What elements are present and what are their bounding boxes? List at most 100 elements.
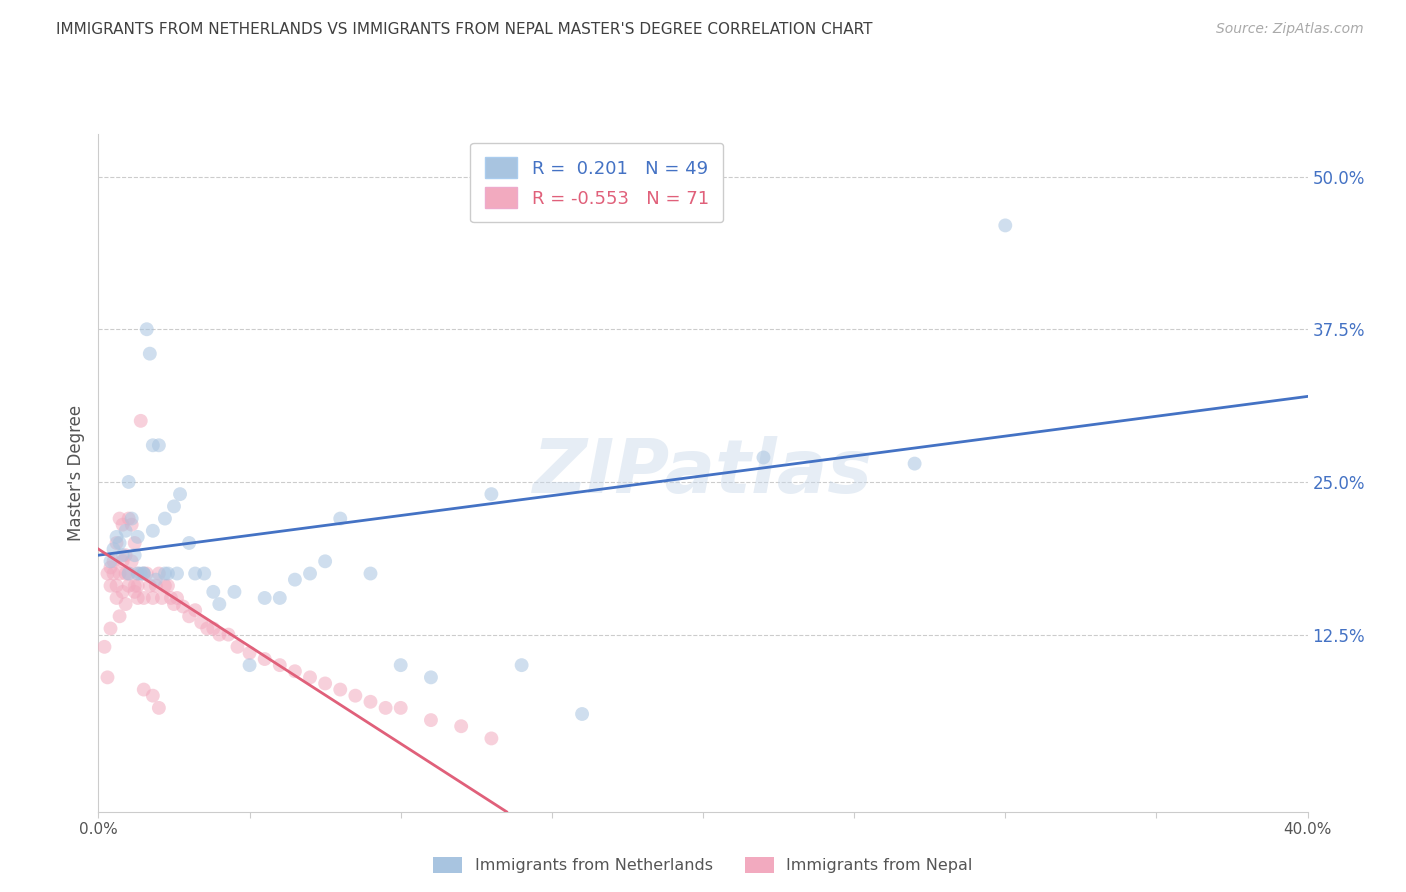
Point <box>114 548 136 562</box>
Point <box>124 585 146 599</box>
Point <box>193 566 215 581</box>
Point <box>103 566 125 581</box>
Point <box>163 500 186 514</box>
Point <box>299 566 322 581</box>
Point <box>121 517 143 532</box>
Point <box>179 536 201 550</box>
Point <box>148 438 170 452</box>
Y-axis label: Master's Degree: Master's Degree <box>66 405 84 541</box>
Point <box>329 682 352 697</box>
Point <box>284 573 307 587</box>
Point <box>224 585 246 599</box>
Legend: R =  0.201   N = 49, R = -0.553   N = 71: R = 0.201 N = 49, R = -0.553 N = 71 <box>470 143 723 222</box>
Text: ZIPatlas: ZIPatlas <box>533 436 873 509</box>
Point <box>105 530 128 544</box>
Point <box>129 414 152 428</box>
Point <box>481 487 503 501</box>
Point <box>202 622 225 636</box>
Point <box>166 591 188 605</box>
Point <box>105 536 128 550</box>
Point <box>184 603 207 617</box>
Point <box>96 670 118 684</box>
Point <box>450 719 472 733</box>
Point <box>127 530 149 544</box>
Point <box>111 517 134 532</box>
Point <box>153 511 176 525</box>
Point <box>142 689 165 703</box>
Point <box>179 609 201 624</box>
Point <box>217 627 239 641</box>
Point <box>195 622 218 636</box>
Point <box>253 591 276 605</box>
Point <box>124 536 146 550</box>
Point <box>374 701 396 715</box>
Point <box>127 566 149 581</box>
Point <box>360 566 382 581</box>
Point <box>752 450 775 465</box>
Point <box>153 579 176 593</box>
Point <box>108 566 131 581</box>
Point <box>284 665 307 679</box>
Point <box>127 566 149 581</box>
Point <box>190 615 212 630</box>
Point <box>114 597 136 611</box>
Point <box>111 585 134 599</box>
Point <box>389 658 412 673</box>
Point <box>153 566 176 581</box>
Point <box>103 554 125 568</box>
Point <box>994 219 1017 233</box>
Point <box>420 670 443 684</box>
Point <box>571 706 593 721</box>
Point <box>314 676 336 690</box>
Point <box>118 475 141 489</box>
Point <box>135 322 157 336</box>
Point <box>100 554 122 568</box>
Point <box>314 554 336 568</box>
Point <box>253 652 276 666</box>
Point <box>127 591 149 605</box>
Point <box>121 511 143 525</box>
Point <box>172 599 194 614</box>
Point <box>169 487 191 501</box>
Point <box>108 511 131 525</box>
Point <box>156 566 179 581</box>
Point <box>269 658 291 673</box>
Point <box>239 646 262 660</box>
Point <box>118 579 141 593</box>
Point <box>904 457 927 471</box>
Point <box>344 689 367 703</box>
Point <box>142 591 165 605</box>
Point <box>118 566 141 581</box>
Point <box>481 731 503 746</box>
Point <box>202 585 225 599</box>
Point <box>114 566 136 581</box>
Point <box>124 548 146 562</box>
Point <box>148 701 170 715</box>
Point <box>132 566 155 581</box>
Point <box>184 566 207 581</box>
Point <box>93 640 115 654</box>
Text: Source: ZipAtlas.com: Source: ZipAtlas.com <box>1216 22 1364 37</box>
Point <box>100 579 122 593</box>
Point <box>329 511 352 525</box>
Point <box>208 597 231 611</box>
Point <box>299 670 322 684</box>
Point <box>111 554 134 568</box>
Point <box>118 511 141 525</box>
Point <box>145 573 167 587</box>
Point <box>420 713 443 727</box>
Point <box>269 591 291 605</box>
Point <box>150 591 173 605</box>
Point <box>129 566 152 581</box>
Point <box>96 566 118 581</box>
Point <box>166 566 188 581</box>
Point <box>142 438 165 452</box>
Point <box>389 701 412 715</box>
Point <box>132 566 155 581</box>
Legend: Immigrants from Netherlands, Immigrants from Nepal: Immigrants from Netherlands, Immigrants … <box>427 850 979 880</box>
Point <box>105 591 128 605</box>
Point <box>100 560 122 574</box>
Point <box>132 682 155 697</box>
Point <box>160 591 183 605</box>
Point <box>142 524 165 538</box>
